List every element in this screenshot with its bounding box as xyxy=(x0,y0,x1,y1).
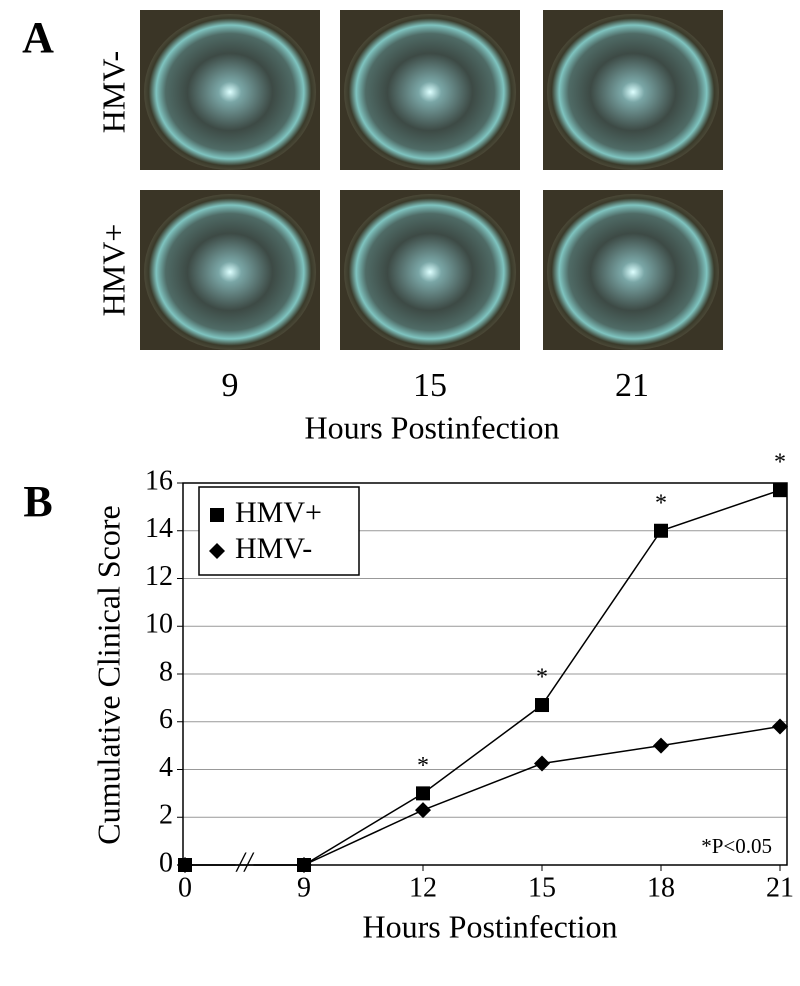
marker-diamond xyxy=(534,755,550,772)
legend-box xyxy=(198,486,360,576)
x-tick-label: 18 xyxy=(647,872,675,903)
y-tick-label: 12 xyxy=(145,561,173,592)
x-tick-label: 0 xyxy=(178,872,192,903)
y-tick-label: 6 xyxy=(159,704,173,735)
significance-label: * xyxy=(774,450,786,476)
column-label: 21 xyxy=(615,367,649,404)
x-tick-label: 12 xyxy=(409,872,437,903)
y-tick-label: 2 xyxy=(159,800,173,831)
legend-label: HMV- xyxy=(235,532,312,565)
marker-square xyxy=(210,508,224,522)
marker-square xyxy=(773,483,787,498)
plot-frame xyxy=(182,482,788,866)
y-tick-label: 4 xyxy=(159,752,173,783)
x-axis-title: Hours Postinfection xyxy=(304,409,559,445)
marker-diamond xyxy=(296,857,312,873)
legend-label: HMV+ xyxy=(235,496,322,529)
column-label: 15 xyxy=(413,367,447,404)
x-tick-label: 9 xyxy=(297,872,311,903)
plot: 0 2 4 6 8 10 12 14 16 0 9 12 15 18 21 // * * * * HMV+HMV- xyxy=(145,450,794,904)
y-tick-label: 14 xyxy=(145,513,173,544)
marker-diamond xyxy=(653,737,669,754)
significance-label: * xyxy=(536,665,548,691)
x-tick-label: 15 xyxy=(528,872,556,903)
marker-diamond xyxy=(772,718,788,735)
y-tick-label: 16 xyxy=(145,465,173,496)
marker-square xyxy=(535,698,549,713)
marker-diamond xyxy=(415,802,431,819)
panel-label: A xyxy=(22,13,54,62)
column-label: 9 xyxy=(222,367,239,404)
marker-square xyxy=(416,786,430,801)
note: *P<0.05 xyxy=(701,834,772,858)
x-tick-label: 21 xyxy=(766,872,794,903)
eye-photo xyxy=(543,10,723,170)
significance-label: * xyxy=(417,753,429,779)
row-label: HMV+ xyxy=(95,224,131,317)
marker-diamond xyxy=(177,857,193,873)
marker-square xyxy=(654,523,668,538)
eye-photo xyxy=(340,10,520,170)
y-axis-title: Cumulative Clinical Score xyxy=(90,505,126,844)
eye-photo xyxy=(543,190,723,350)
panel-label: B xyxy=(23,477,52,526)
eye-photo xyxy=(140,190,320,350)
marker-diamond xyxy=(209,543,225,559)
y-tick-label: 10 xyxy=(145,609,173,640)
y-tick-label: 8 xyxy=(159,656,173,687)
significance-label: * xyxy=(655,490,667,516)
eye-photo xyxy=(140,10,320,170)
row-label: HMV- xyxy=(95,51,131,133)
y-tick-label: 0 xyxy=(159,847,173,878)
eye-photo xyxy=(340,190,520,350)
axis-break: // xyxy=(235,847,255,878)
series-line xyxy=(185,725,781,866)
x-axis-title: Hours Postinfection xyxy=(362,908,617,944)
